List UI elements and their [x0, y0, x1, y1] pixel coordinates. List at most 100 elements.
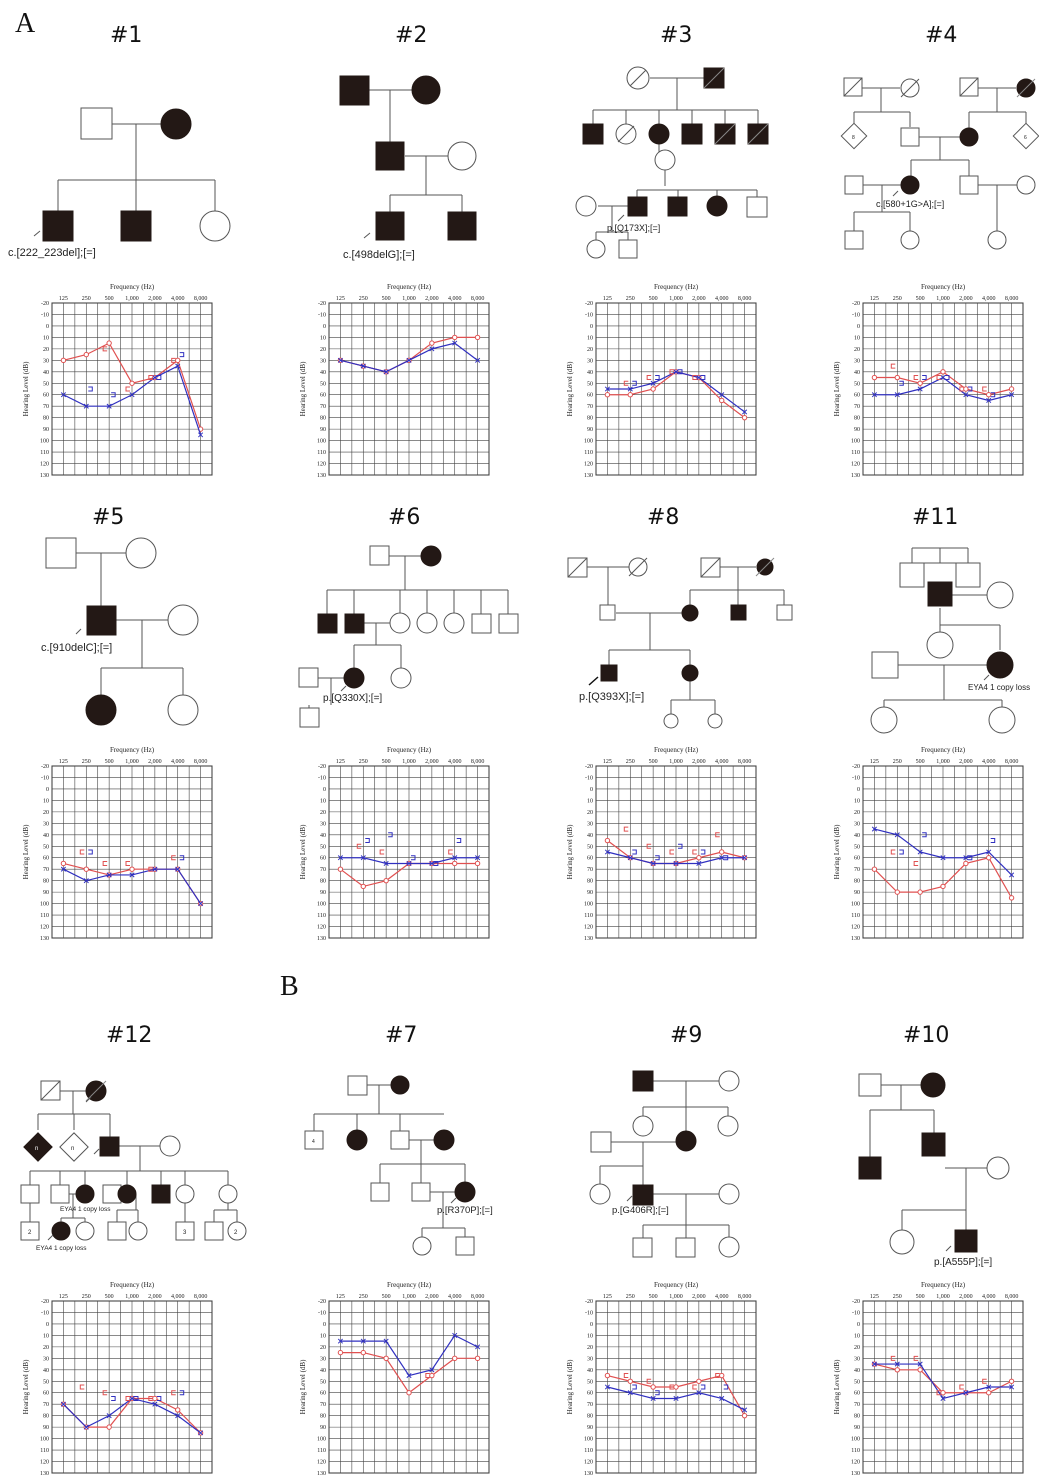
- right-ear-point: [894, 889, 900, 895]
- audiogram-9: -20 -10 0 10 20 30 40 50 60 70 80 90 100 110 120 130 125…: [566, 1281, 757, 1477]
- left-ear-point: [152, 866, 158, 872]
- left-bone-mark: [88, 849, 93, 855]
- left-ear-point: [871, 1361, 877, 1367]
- y-tick-label: 110: [584, 913, 593, 919]
- y-tick-label: -20: [852, 764, 860, 770]
- left-ear-point: [360, 363, 366, 369]
- right-ear-point: [940, 1390, 946, 1396]
- left-ear-point: [627, 855, 633, 861]
- y-tick-label: 80: [854, 1414, 860, 1420]
- y-tick-label: 120: [317, 925, 326, 931]
- left-bone-mark: [899, 849, 904, 855]
- y-tick-label: 0: [857, 787, 860, 793]
- right-bone-mark: [646, 843, 652, 849]
- y-tick-label: 60: [587, 856, 593, 862]
- pedigree-12-count-b: n: [71, 1146, 74, 1152]
- x-tick-label: 4,000: [715, 296, 729, 302]
- x-tick-label: 1,000: [125, 1294, 139, 1300]
- x-tick-label: 125: [336, 759, 345, 765]
- right-bone-mark: [125, 386, 130, 392]
- right-bone-mark: [356, 843, 362, 849]
- y-tick-label: 20: [587, 810, 593, 816]
- y-tick-label: 70: [854, 1402, 860, 1408]
- left-bone-mark: [179, 1390, 185, 1396]
- y-tick-label: 90: [43, 890, 49, 896]
- right-ear-point: [383, 1355, 389, 1362]
- right-ear-point: [452, 860, 458, 867]
- y-tick-label: 50: [320, 381, 326, 387]
- left-bone-mark: [967, 855, 973, 861]
- left-ear-point: [60, 1401, 66, 1407]
- left-ear-point: [894, 1361, 900, 1367]
- x-axis-label: Frequency (Hz): [387, 746, 432, 754]
- y-tick-label: 0: [323, 324, 326, 330]
- left-ear-point: [337, 357, 343, 363]
- x-tick-label: 4,000: [982, 296, 996, 302]
- x-tick-label: 4,000: [171, 1294, 185, 1300]
- y-tick-label: 120: [584, 925, 593, 931]
- x-tick-label: 2,000: [692, 759, 706, 765]
- left-ear-point: [175, 363, 181, 369]
- y-tick-label: -10: [852, 312, 860, 318]
- audiogram-7: -20 -10 0 10 20 30 40 50 60 70 80 90 100 110 120 130 125…: [299, 1281, 490, 1477]
- left-bone-mark: [967, 386, 973, 392]
- left-ear-point: [106, 403, 112, 409]
- y-tick-label: 100: [851, 1437, 860, 1443]
- right-ear-point: [650, 386, 656, 392]
- right-bone-mark: [425, 1373, 430, 1379]
- y-tick-label: -10: [41, 775, 49, 781]
- left-ear-point: [198, 1430, 204, 1436]
- left-bone-mark: [134, 1395, 139, 1401]
- audiogram-3: -20 -10 0 10 20 30 40 50 60 70 80 90 100 110 120 130 125…: [566, 283, 757, 479]
- x-tick-label: 8,000: [1005, 1294, 1019, 1300]
- left-ear-point: [429, 860, 435, 867]
- y-tick-label: 80: [43, 1414, 49, 1420]
- y-tick-label: 110: [40, 1448, 49, 1454]
- x-tick-label: 2,000: [425, 296, 439, 302]
- y-tick-label: 110: [851, 913, 860, 919]
- y-tick-label: 30: [587, 1356, 593, 1362]
- left-bone-mark: [632, 380, 637, 386]
- x-tick-label: 500: [382, 759, 391, 765]
- right-bone-mark: [692, 849, 697, 855]
- right-ear-point: [604, 392, 611, 398]
- y-tick-label: -20: [585, 1299, 593, 1305]
- y-tick-label: 130: [851, 1471, 860, 1477]
- right-bone-mark: [79, 1384, 85, 1390]
- x-tick-label: 500: [105, 296, 114, 302]
- y-tick-label: 120: [584, 462, 593, 468]
- y-tick-label: 70: [587, 867, 593, 873]
- y-tick-label: 90: [587, 1425, 593, 1431]
- x-tick-label: 2,000: [148, 296, 162, 302]
- right-ear-point: [474, 334, 481, 341]
- y-tick-label: -10: [585, 312, 593, 318]
- pedigree-3: p.[Q173X];[=]: [575, 66, 769, 259]
- left-ear-point: [917, 1361, 923, 1367]
- y-tick-label: 70: [854, 867, 860, 873]
- panel-label-4: #4: [925, 23, 957, 48]
- left-ear-point: [198, 432, 204, 438]
- left-bone-mark: [632, 849, 637, 855]
- y-axis-label: Hearing Level (dB): [299, 361, 307, 416]
- left-ear-point: [696, 374, 702, 381]
- y-tick-label: 90: [43, 427, 49, 433]
- right-bone-mark: [715, 1373, 720, 1379]
- x-tick-label: 125: [870, 759, 879, 765]
- y-tick-label: 50: [587, 1379, 593, 1385]
- right-ear-point: [604, 1372, 611, 1379]
- right-ear-point: [452, 334, 458, 341]
- y-tick-label: 0: [590, 324, 593, 330]
- right-ear-point: [129, 380, 135, 386]
- left-bone-mark: [655, 1390, 660, 1396]
- y-tick-label: 90: [320, 1425, 326, 1431]
- left-ear-point: [719, 855, 725, 861]
- x-tick-label: 500: [916, 1294, 925, 1300]
- left-bone-mark: [179, 855, 185, 861]
- pedigree-12-count-d: 3: [183, 1230, 187, 1236]
- x-tick-label: 125: [336, 1294, 345, 1300]
- y-tick-label: 20: [320, 1345, 326, 1351]
- y-tick-label: -10: [852, 775, 860, 781]
- pedigree-4-count-a: 8: [852, 135, 855, 141]
- right-bone-mark: [148, 375, 153, 381]
